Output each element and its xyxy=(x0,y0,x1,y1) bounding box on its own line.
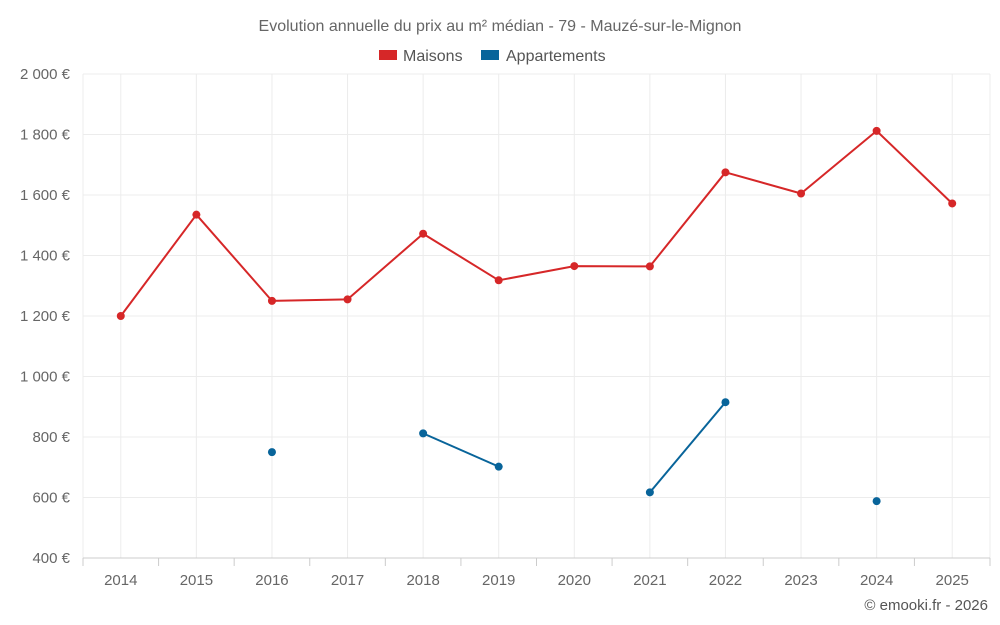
y-tick-label: 1 000 € xyxy=(20,369,71,386)
data-point-maisons-2024[interactable] xyxy=(872,126,881,135)
grid xyxy=(82,73,991,559)
chart-title: Evolution annuelle du prix au m² médian … xyxy=(259,18,742,35)
y-axis: 400 € 600 € 800 € 1 000 € 1 200 € 1 400 € 1 60… xyxy=(20,66,71,567)
x-tick-label: 2017 xyxy=(331,572,364,589)
data-point-maisons-2025[interactable] xyxy=(948,199,957,208)
data-point-maisons-2015[interactable] xyxy=(192,210,201,219)
y-tick-label: 1 200 € xyxy=(20,308,71,325)
series-line-maisons xyxy=(119,129,953,317)
y-tick-label: 400 € xyxy=(32,550,70,567)
data-point-maisons-2021[interactable] xyxy=(645,262,654,271)
x-tick-label: 2016 xyxy=(255,572,288,589)
data-point-appartements-2022[interactable] xyxy=(721,398,730,407)
y-tick-label: 1 800 € xyxy=(20,127,71,144)
x-axis: 2014 2015 2016 2017 2018 2019 2020 2021 2022 2023… xyxy=(82,557,991,589)
legend-swatch-maisons xyxy=(379,50,397,60)
data-point-appartements-2016[interactable] xyxy=(267,448,276,457)
data-point-maisons-2022[interactable] xyxy=(721,168,730,177)
data-point-maisons-2020[interactable] xyxy=(570,262,579,271)
data-point-maisons-2018[interactable] xyxy=(419,229,428,238)
x-tick-label: 2025 xyxy=(936,572,969,589)
series-line-appartements xyxy=(649,401,727,494)
x-tick-label: 2014 xyxy=(104,572,137,589)
data-point-appartements-2018[interactable] xyxy=(419,429,428,438)
credit: © emooki.fr - 2026 xyxy=(864,597,988,614)
data-point-appartements-2021[interactable] xyxy=(645,488,654,497)
legend-swatch-appartements xyxy=(481,50,499,60)
y-tick-label: 2 000 € xyxy=(20,66,71,83)
x-tick-label: 2018 xyxy=(406,572,439,589)
legend: Maisons Appartements xyxy=(379,48,606,65)
series-appartements xyxy=(267,398,881,506)
data-point-maisons-2019[interactable] xyxy=(494,276,503,285)
plot-area xyxy=(116,126,957,506)
legend-item-maisons[interactable]: Maisons xyxy=(379,48,463,65)
x-tick-label: 2023 xyxy=(784,572,817,589)
y-tick-label: 800 € xyxy=(32,429,70,446)
data-point-maisons-2017[interactable] xyxy=(343,295,352,304)
data-point-maisons-2023[interactable] xyxy=(797,189,806,198)
data-point-appartements-2019[interactable] xyxy=(494,462,503,471)
y-tick-label: 600 € xyxy=(32,490,70,507)
y-tick-label: 1 400 € xyxy=(20,248,71,265)
x-tick-label: 2020 xyxy=(558,572,591,589)
x-tick-label: 2015 xyxy=(180,572,213,589)
x-tick-label: 2024 xyxy=(860,572,893,589)
legend-label-maisons: Maisons xyxy=(403,48,463,65)
data-point-maisons-2014[interactable] xyxy=(116,312,125,320)
x-tick-label: 2021 xyxy=(633,572,666,589)
legend-label-appartements: Appartements xyxy=(506,48,606,65)
series-maisons xyxy=(116,126,957,320)
y-tick-label: 1 600 € xyxy=(20,187,71,204)
x-tick-label: 2022 xyxy=(709,572,742,589)
legend-item-appartements[interactable]: Appartements xyxy=(481,48,606,65)
data-point-maisons-2016[interactable] xyxy=(267,296,276,305)
x-tick-label: 2019 xyxy=(482,572,515,589)
data-point-appartements-2024[interactable] xyxy=(872,497,881,506)
series-line-appartements xyxy=(422,432,500,468)
